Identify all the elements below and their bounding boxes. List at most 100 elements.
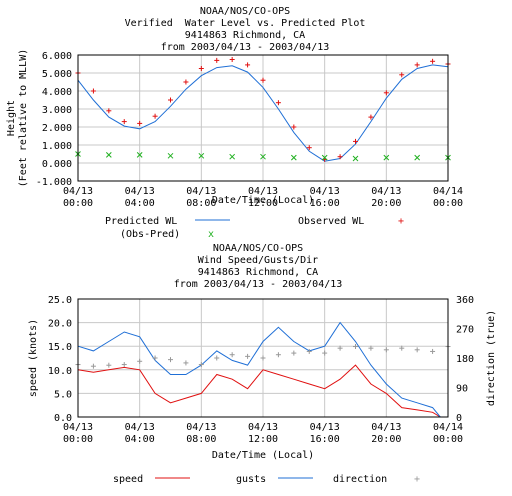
data-point-direction — [121, 362, 127, 368]
chart2-title-line3: 9414863 Richmond, CA — [198, 267, 318, 278]
y-tick-label: 10.0 — [48, 366, 72, 377]
chart2-y2-tick-labels: 360 270 180 90 0 — [456, 295, 474, 424]
y-tick-label: 4.000 — [42, 87, 72, 98]
chart2-legend: speed gusts direction + — [113, 474, 420, 485]
data-point-obs-pred — [167, 152, 174, 159]
chart2-title-line4: from 2003/04/13 - 2003/04/13 — [174, 279, 343, 290]
x-tick-time: 04:00 — [125, 434, 155, 445]
x-tick-time: 16:00 — [310, 198, 340, 209]
x-tick-date: 04/13 — [371, 422, 401, 433]
y2-tick-label: 0 — [456, 413, 462, 424]
x-tick-time: 08:00 — [186, 434, 216, 445]
x-tick-time: 12:00 — [248, 198, 278, 209]
data-point-direction — [414, 347, 420, 353]
y2-tick-label: 180 — [456, 354, 474, 365]
x-tick-date: 04/13 — [63, 422, 93, 433]
x-tick-date: 04/13 — [186, 186, 216, 197]
data-point-obs-pred — [414, 154, 421, 161]
chart2-series — [75, 321, 451, 418]
chart2-title-line1: NOAA/NOS/CO-OPS — [213, 243, 303, 254]
x-tick-date: 04/13 — [186, 422, 216, 433]
legend-obs-pred-marker: x — [208, 229, 214, 240]
x-tick-date: 04/13 — [310, 422, 340, 433]
data-point-observed-wl — [245, 62, 251, 68]
series-line-gusts — [77, 321, 441, 418]
chart2-plot-frame — [77, 298, 449, 418]
chart1-title-line3: 9414863 Richmond, CA — [185, 30, 305, 41]
wind-chart: NOAA/NOS/CO-OPS Wind Speed/Gusts/Dir 941… — [28, 243, 497, 485]
data-point-observed-wl — [430, 58, 436, 64]
chart1-y-tick-labels: 6.000 5.000 4.000 3.000 2.000 1.000 0.000 -1.00… — [36, 51, 72, 188]
data-point-direction — [368, 345, 374, 351]
data-point-observed-wl — [214, 57, 220, 63]
water-level-chart: NOAA/NOS/CO-OPS Verified Water Level vs.… — [6, 6, 463, 240]
data-point-obs-pred — [229, 153, 236, 160]
y-tick-label: 25.0 — [48, 295, 72, 306]
data-point-direction — [198, 362, 204, 368]
data-point-observed-wl — [306, 145, 312, 151]
data-point-direction — [183, 360, 189, 366]
y-tick-label: 5.0 — [54, 389, 72, 400]
legend-gusts-label: gusts — [236, 474, 266, 485]
data-point-direction — [229, 352, 235, 358]
chart2-y-tick-labels: 25.0 20.0 15.0 10.0 5.0 0.0 — [48, 295, 72, 424]
y-tick-label: -1.000 — [36, 177, 72, 188]
x-tick-date: 04/13 — [63, 186, 93, 197]
data-point-observed-wl — [260, 77, 266, 83]
data-point-observed-wl — [152, 113, 158, 119]
data-point-observed-wl — [106, 108, 112, 114]
data-point-direction — [90, 363, 96, 369]
x-tick-time: 20:00 — [371, 198, 401, 209]
y-tick-label: 6.000 — [42, 51, 72, 62]
series-line-predicted-wl — [77, 64, 449, 162]
chart2-y2label: direction (true) — [486, 310, 497, 406]
data-point-observed-wl — [353, 138, 358, 144]
data-point-obs-pred — [290, 154, 297, 161]
data-point-direction — [168, 357, 173, 363]
data-point-observed-wl — [137, 120, 143, 126]
data-point-obs-pred — [383, 154, 390, 161]
data-point-direction — [214, 355, 220, 361]
chart1-legend: Predicted WL Observed WL + (Obs-Pred) x — [105, 216, 404, 240]
data-point-observed-wl — [90, 88, 96, 94]
chart1-title-line1: NOAA/NOS/CO-OPS — [200, 6, 290, 17]
legend-direction-marker: + — [414, 474, 420, 485]
x-tick-date: 04/13 — [310, 186, 340, 197]
data-point-observed-wl — [368, 114, 374, 120]
x-tick-time: 08:00 — [186, 198, 216, 209]
chart1-ylabel: Height (Feet relative to MLLW) — [6, 49, 29, 187]
series-line-speed — [77, 364, 441, 418]
x-tick-date: 04/14 — [433, 422, 463, 433]
y-tick-label: 1.000 — [42, 141, 72, 152]
legend-predicted-label: Predicted WL — [105, 216, 177, 227]
chart1-ylabel-line1: Height — [6, 100, 17, 136]
data-point-observed-wl — [275, 100, 281, 106]
chart1-plot-frame — [77, 54, 449, 182]
x-tick-time: 04:00 — [125, 198, 155, 209]
data-point-observed-wl — [399, 72, 405, 78]
x-tick-date: 04/13 — [371, 186, 401, 197]
y-tick-label: 0.000 — [42, 159, 72, 170]
chart2-ylabel: speed (knots) — [28, 319, 39, 397]
chart1-series — [75, 57, 451, 162]
legend-obs-pred-label: (Obs-Pred) — [120, 229, 180, 240]
chart1-x-tick-labels: 04/1300:0004/1304:0004/1308:0004/1312:00… — [63, 186, 463, 209]
data-point-direction — [260, 355, 266, 361]
data-point-direction — [322, 350, 328, 356]
data-point-obs-pred — [105, 152, 112, 158]
y-tick-label: 0.0 — [54, 413, 72, 424]
legend-observed-label: Observed WL — [298, 216, 364, 227]
data-point-direction — [152, 355, 158, 361]
x-tick-time: 00:00 — [433, 434, 463, 445]
data-point-observed-wl — [291, 124, 297, 130]
data-point-observed-wl — [337, 154, 343, 160]
chart2-x-tick-labels: 04/1300:0004/1304:0004/1308:0004/1312:00… — [63, 422, 463, 445]
x-tick-time: 00:00 — [63, 198, 93, 209]
chart1-grid — [78, 55, 448, 181]
y-tick-label: 20.0 — [48, 319, 72, 330]
data-point-direction — [106, 362, 112, 368]
y2-tick-label: 270 — [456, 325, 474, 336]
data-point-observed-wl — [183, 79, 189, 85]
y2-tick-label: 90 — [456, 384, 468, 395]
legend-direction-label: direction — [333, 474, 387, 485]
